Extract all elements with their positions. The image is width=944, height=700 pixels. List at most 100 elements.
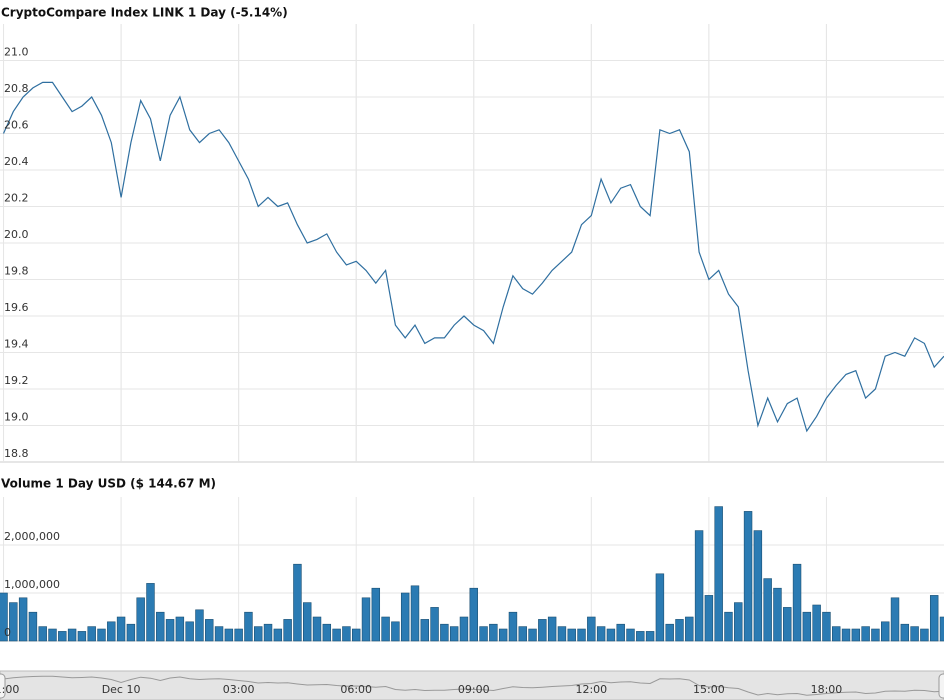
volume-bar [910,626,919,642]
volume-bar [929,595,939,642]
volume-bar [449,626,459,642]
volume-bar [685,616,694,642]
volume-bar [822,611,831,642]
volume-bar [469,587,478,642]
x-tick-label: 09:00 [458,683,490,696]
volume-bar [214,626,224,642]
volume-bar [9,602,18,642]
volume-bar [283,619,292,642]
navigator-handle[interactable] [938,673,944,699]
y-tick-label: 20.0 [4,228,29,241]
volume-bar [743,511,753,642]
x-tick-label: 21:00 [0,683,19,696]
volume-bar [244,611,253,642]
volume-bar [273,628,283,642]
volume-bar [430,607,439,642]
volume-bar [861,626,870,642]
volume-bar [263,623,273,642]
volume-bar [587,616,596,642]
volume-bar [58,631,67,642]
volume-bar [753,530,763,642]
navigator[interactable] [0,670,944,700]
x-tick-label: Dec 10 [102,683,141,696]
volume-bar [479,626,488,642]
price-line [2,81,944,433]
volume-bar [224,628,234,642]
volume-bar [636,631,645,642]
volume-bar [714,506,723,642]
y-tick-label: 0 [4,626,11,639]
volume-bar [38,626,47,642]
volume-bar [381,616,390,642]
x-tick-label: 12:00 [575,683,607,696]
volume-bar [802,611,812,642]
volume-bar [156,611,165,642]
volume-title: Volume 1 Day USD ($ 144.67 M) [1,477,216,491]
volume-bar [841,628,851,642]
volume-bar [851,628,861,642]
volume-bar [28,611,38,642]
volume-bar [890,597,900,642]
volume-bar [234,628,243,642]
marks-layer [0,81,944,696]
volume-bar [116,616,126,642]
volume-bar [136,597,145,642]
y-tick-label: 20.8 [4,82,29,95]
volume-bar [832,626,841,642]
volume-bar [146,583,155,642]
navigator-line [3,675,944,696]
volume-bar [400,592,410,642]
volume-bar [528,628,537,642]
volume-bar [704,595,714,642]
volume-bar [773,587,782,642]
y-tick-label: 2,000,000 [4,530,60,543]
volume-bar [939,616,944,642]
volume-bar [303,602,312,642]
volume-bar [645,631,655,642]
volume-bar [881,621,890,642]
x-tick-label: 03:00 [223,683,255,696]
volume-bar [165,619,175,642]
y-tick-label: 19.4 [4,338,29,351]
volume-bar [616,623,625,642]
volume-bar [342,626,351,642]
volume-bar [783,607,792,642]
volume-bar [577,628,586,642]
volume-bar [694,530,704,642]
y-tick-label: 18.8 [4,447,29,460]
volume-bar [77,631,87,642]
volume-bar [508,611,518,642]
x-tick-label: 06:00 [340,683,372,696]
y-tick-label: 20.2 [4,192,29,205]
volume-bar [557,626,567,642]
chart-title: CryptoCompare Index LINK 1 Day (-5.14%) [1,6,288,20]
grid-layer [0,24,944,642]
y-tick-label: 20.6 [4,119,29,132]
volume-bar [107,621,116,642]
volume-bar [18,597,28,642]
volume-bar [675,619,684,642]
volume-bar [498,628,508,642]
volume-bar [567,628,576,642]
volume-bar [371,587,381,642]
volume-bar [420,619,429,642]
volume-bar [312,616,322,642]
volume-bar [67,628,77,642]
volume-bar [0,592,8,642]
navigator-handle[interactable] [0,673,6,699]
volume-bar [322,623,332,642]
volume-bar [195,609,204,642]
y-tick-label: 1,000,000 [4,578,60,591]
y-tick-label: 19.0 [4,411,29,424]
volume-bar [361,597,371,642]
volume-bar [351,628,361,642]
volume-bar [126,623,136,642]
volume-bar [538,619,547,642]
x-tick-label: 18:00 [811,683,843,696]
volume-bar [185,621,194,642]
volume-bar [175,616,185,642]
y-tick-label: 20.4 [4,155,29,168]
volume-bar [489,623,498,642]
